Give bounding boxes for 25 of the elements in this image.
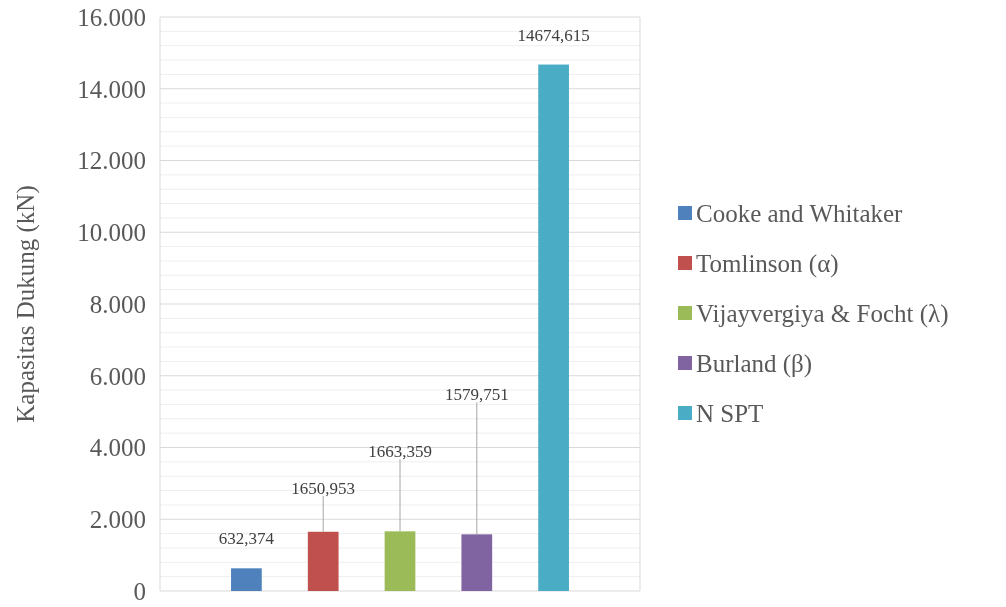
legend-label: N SPT: [696, 399, 764, 427]
y-tick-label: 8.000: [89, 290, 146, 318]
bar: [461, 534, 493, 591]
y-tick-label: 0: [133, 577, 146, 605]
bar: [231, 568, 262, 591]
data-label: 632,374: [218, 529, 275, 549]
y-tick-label: 10.000: [77, 219, 146, 246]
legend-label: Cooke and Whitaker: [696, 199, 904, 227]
y-tick-label: 14.000: [77, 75, 146, 103]
y-tick-label: 4.000: [89, 434, 146, 462]
bar: [307, 531, 339, 591]
legend-label: Burland (β): [696, 349, 813, 378]
data-label: 1663,359: [368, 442, 432, 462]
y-tick-label: 12.000: [77, 147, 146, 175]
bar: [384, 531, 416, 591]
legend-label: Tomlinson (α): [696, 249, 839, 278]
y-tick-label: 6.000: [89, 362, 146, 390]
data-label: 14674,615: [517, 25, 590, 45]
y-axis-title: Kapasitas Dukung (kN): [12, 185, 40, 423]
bar: [538, 64, 569, 591]
data-label: 1579,751: [444, 385, 509, 405]
legend-label: Vijayvergiya & Focht (λ): [696, 299, 949, 328]
y-tick-label: 16.000: [77, 3, 146, 31]
y-tick-label: 2.000: [89, 506, 146, 533]
data-label: 1650,953: [291, 478, 356, 498]
